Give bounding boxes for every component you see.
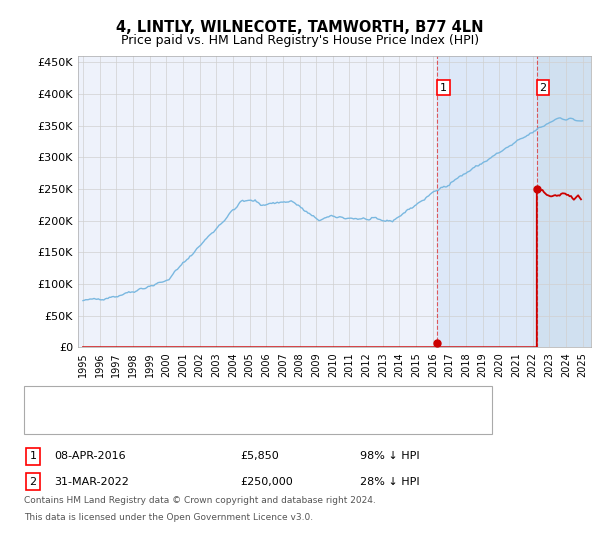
Text: 31-MAR-2022: 31-MAR-2022: [54, 477, 129, 487]
Text: Price paid vs. HM Land Registry's House Price Index (HPI): Price paid vs. HM Land Registry's House …: [121, 34, 479, 46]
Text: This data is licensed under the Open Government Licence v3.0.: This data is licensed under the Open Gov…: [24, 513, 313, 522]
Text: 08-APR-2016: 08-APR-2016: [54, 451, 125, 461]
Text: 4, LINTLY, WILNECOTE, TAMWORTH, B77 4LN (detached house): 4, LINTLY, WILNECOTE, TAMWORTH, B77 4LN …: [69, 395, 396, 405]
Text: £250,000: £250,000: [240, 477, 293, 487]
Text: 28% ↓ HPI: 28% ↓ HPI: [360, 477, 419, 487]
Text: 1: 1: [440, 83, 447, 92]
Text: 2: 2: [29, 477, 37, 487]
Text: 1: 1: [29, 451, 37, 461]
Text: Contains HM Land Registry data © Crown copyright and database right 2024.: Contains HM Land Registry data © Crown c…: [24, 496, 376, 505]
Text: HPI: Average price, detached house, Tamworth: HPI: Average price, detached house, Tamw…: [69, 416, 313, 426]
Text: 4, LINTLY, WILNECOTE, TAMWORTH, B77 4LN: 4, LINTLY, WILNECOTE, TAMWORTH, B77 4LN: [116, 20, 484, 35]
Bar: [537, 56, 591, 347]
Text: £5,850: £5,850: [240, 451, 279, 461]
Text: 2: 2: [539, 83, 547, 92]
Text: 98% ↓ HPI: 98% ↓ HPI: [360, 451, 419, 461]
Bar: [437, 56, 537, 347]
